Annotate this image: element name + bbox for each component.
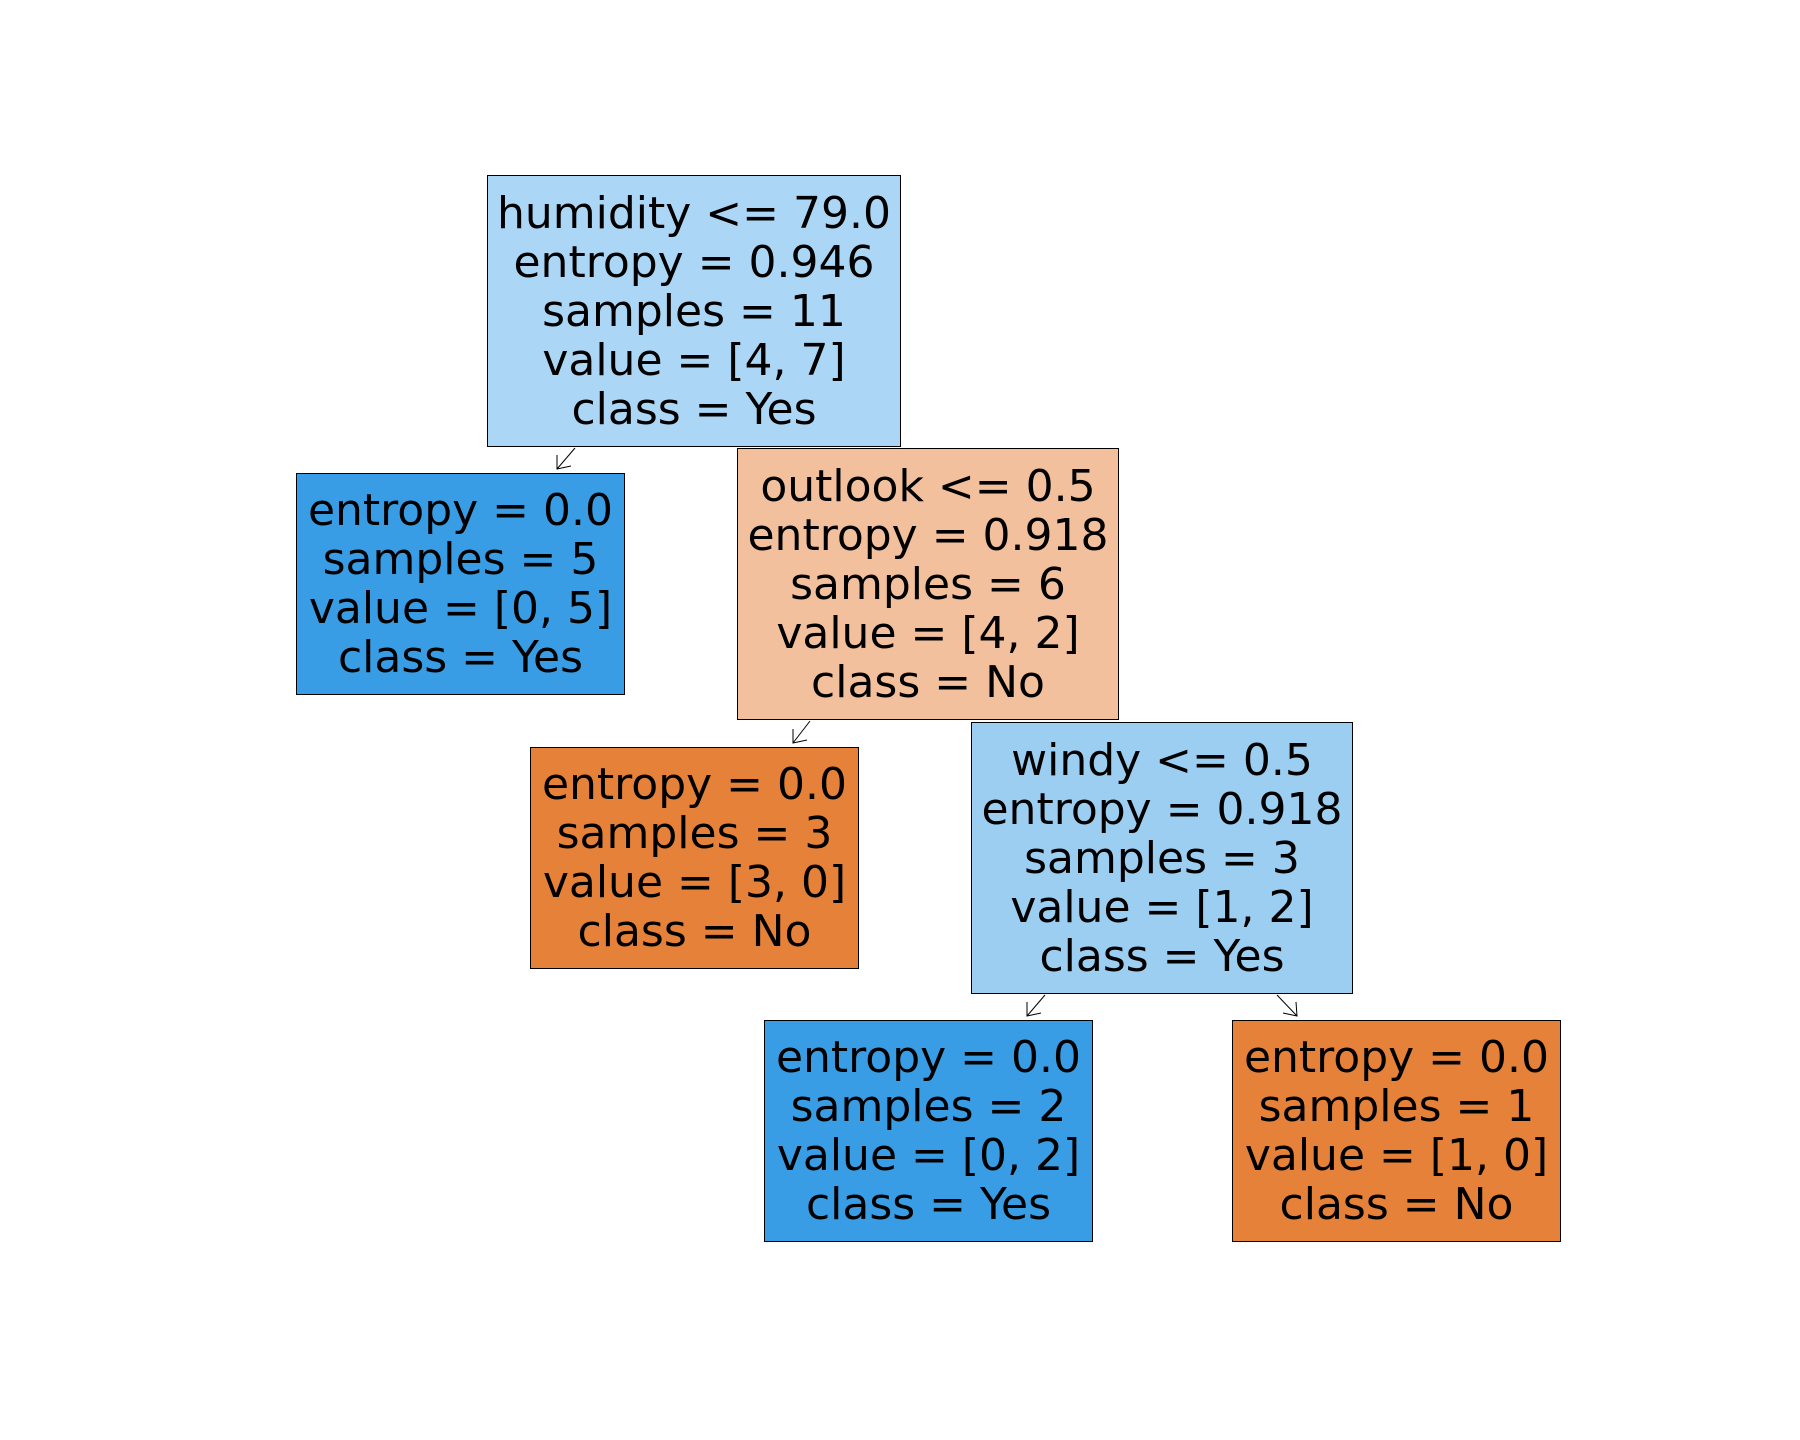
node-line: value = [0, 2]	[776, 1130, 1081, 1181]
node-line: value = [0, 5]	[308, 583, 613, 634]
node-line: value = [1, 0]	[1244, 1130, 1549, 1181]
node-line: class = No	[811, 656, 1045, 708]
leaf-node-yes-2: entropy = 0.0 samples = 2 value = [0, 2]…	[764, 1020, 1093, 1242]
node-line: value = [1, 2]	[1010, 881, 1314, 933]
node-line: value = [3, 0]	[542, 857, 847, 908]
node-line: samples = 6	[790, 558, 1066, 610]
node-line: samples = 2	[790, 1081, 1067, 1132]
split-node-outlook: outlook <= 0.5 entropy = 0.918 samples =…	[737, 448, 1119, 720]
node-line: windy <= 0.5	[1011, 734, 1313, 786]
node-line: class = Yes	[571, 383, 817, 435]
node-line: class = No	[1279, 1179, 1514, 1230]
leaf-node-yes-5: entropy = 0.0 samples = 5 value = [0, 5]…	[296, 473, 625, 695]
node-line: class = No	[577, 906, 812, 957]
node-line: class = Yes	[1039, 930, 1285, 982]
node-line: humidity <= 79.0	[497, 187, 891, 239]
node-line: entropy = 0.918	[981, 783, 1343, 835]
edge-n0-n1	[556, 447, 576, 470]
node-line: class = Yes	[337, 632, 584, 683]
split-node-windy: windy <= 0.5 entropy = 0.918 samples = 3…	[971, 722, 1353, 994]
root-split-node-humidity: humidity <= 79.0 entropy = 0.946 samples…	[487, 175, 901, 447]
node-line: value = [4, 7]	[542, 334, 846, 386]
leaf-node-no-3: entropy = 0.0 samples = 3 value = [3, 0]…	[530, 747, 859, 969]
edge-n2-n3	[792, 720, 811, 744]
leaf-node-no-1: entropy = 0.0 samples = 1 value = [1, 0]…	[1232, 1020, 1561, 1242]
node-line: entropy = 0.0	[541, 759, 848, 810]
edge-n4-n5	[1026, 994, 1046, 1017]
node-line: entropy = 0.0	[775, 1032, 1082, 1083]
node-line: outlook <= 0.5	[760, 460, 1096, 512]
node-line: entropy = 0.0	[1243, 1032, 1550, 1083]
node-line: entropy = 0.0	[307, 485, 614, 536]
node-line: samples = 5	[322, 534, 599, 585]
node-line: entropy = 0.918	[747, 509, 1109, 561]
node-line: samples = 3	[1024, 832, 1300, 884]
node-line: samples = 3	[556, 808, 833, 859]
edge-n4-n6	[1276, 994, 1298, 1017]
node-line: entropy = 0.946	[513, 236, 875, 288]
node-line: samples = 11	[542, 285, 846, 337]
node-line: value = [4, 2]	[776, 607, 1080, 659]
node-line: samples = 1	[1258, 1081, 1535, 1132]
node-line: class = Yes	[805, 1179, 1052, 1230]
